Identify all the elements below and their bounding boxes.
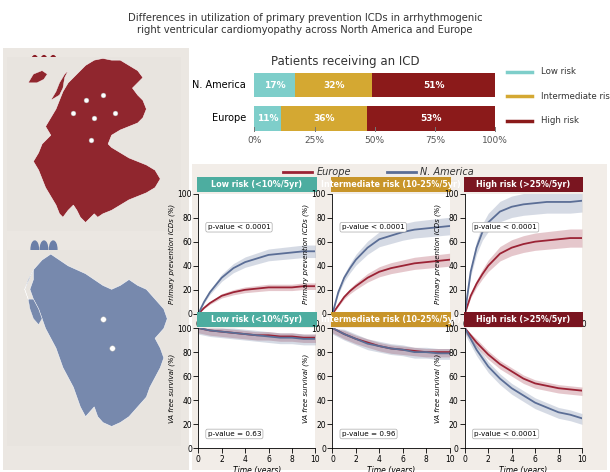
Text: High risk (>25%/5yr): High risk (>25%/5yr) [476,314,570,324]
Text: p-value < 0.0001: p-value < 0.0001 [474,224,537,230]
Text: 25%: 25% [304,136,325,145]
Y-axis label: Primary prevention ICDs (%): Primary prevention ICDs (%) [168,203,174,304]
Polygon shape [30,254,167,427]
Circle shape [31,241,38,258]
Polygon shape [28,71,48,83]
Text: 75%: 75% [425,136,445,145]
Ellipse shape [32,75,38,91]
Circle shape [40,56,48,72]
FancyBboxPatch shape [321,176,461,194]
Text: n = 725: n = 725 [81,70,126,81]
Circle shape [31,56,38,72]
FancyBboxPatch shape [454,310,593,328]
Text: High risk (>25%/5yr): High risk (>25%/5yr) [476,180,570,189]
Text: 32%: 32% [323,81,345,90]
Circle shape [40,241,48,258]
FancyBboxPatch shape [187,310,326,328]
Text: Europe: Europe [212,113,246,123]
Text: 36%: 36% [314,114,335,123]
Text: p-value = 0.96: p-value = 0.96 [342,431,395,437]
Y-axis label: VA free survival (%): VA free survival (%) [303,354,309,423]
Ellipse shape [50,260,56,276]
Y-axis label: Primary prevention ICDs (%): Primary prevention ICDs (%) [303,203,309,304]
Y-axis label: VA free survival (%): VA free survival (%) [435,354,441,423]
Text: Low risk: Low risk [540,67,576,76]
Text: 0%: 0% [247,136,262,145]
Text: Intermediate risk: Intermediate risk [540,92,610,101]
X-axis label: Time (years): Time (years) [232,466,281,472]
Text: Intermediate risk (10-25%/5yr): Intermediate risk (10-25%/5yr) [321,180,461,189]
Text: N. America: N. America [192,80,246,90]
Ellipse shape [50,75,56,91]
Text: p-value < 0.0001: p-value < 0.0001 [342,224,404,230]
FancyBboxPatch shape [295,73,372,97]
Y-axis label: Primary prevention ICDs (%): Primary prevention ICDs (%) [435,203,441,304]
Polygon shape [34,59,160,223]
Text: 50%: 50% [365,136,385,145]
FancyBboxPatch shape [5,55,183,233]
FancyBboxPatch shape [321,310,461,328]
Text: p-value < 0.0001: p-value < 0.0001 [474,431,537,437]
Text: Low risk (<10%/5yr): Low risk (<10%/5yr) [211,314,303,324]
FancyBboxPatch shape [5,248,183,448]
Text: 51%: 51% [423,81,444,90]
Ellipse shape [41,75,47,91]
Text: Patients receiving an ICD: Patients receiving an ICD [271,55,420,68]
X-axis label: Time (years): Time (years) [499,332,548,341]
Y-axis label: VA free survival (%): VA free survival (%) [168,354,174,423]
Polygon shape [51,71,68,100]
Ellipse shape [41,260,47,276]
FancyBboxPatch shape [187,176,326,194]
FancyBboxPatch shape [281,106,367,131]
FancyBboxPatch shape [254,73,295,97]
X-axis label: Time (years): Time (years) [367,332,415,341]
Text: n = 373: n = 373 [81,256,126,266]
FancyBboxPatch shape [0,2,610,46]
FancyBboxPatch shape [367,106,495,131]
Ellipse shape [32,260,38,276]
Text: N. America: N. America [420,167,474,177]
Text: 100%: 100% [482,136,508,145]
FancyBboxPatch shape [254,106,281,131]
FancyBboxPatch shape [188,161,610,472]
Text: High risk: High risk [540,116,578,125]
X-axis label: Time (years): Time (years) [367,466,415,472]
Text: Europe: Europe [317,167,351,177]
Circle shape [49,56,57,72]
FancyBboxPatch shape [0,40,193,472]
Text: Low risk (<10%/5yr): Low risk (<10%/5yr) [211,180,303,189]
Text: 53%: 53% [420,114,442,123]
Text: Intermediate risk (10-25%/5yr): Intermediate risk (10-25%/5yr) [321,314,461,324]
Text: 11%: 11% [257,114,278,123]
Text: p-value = 0.63: p-value = 0.63 [207,431,261,437]
Text: p-value < 0.0001: p-value < 0.0001 [207,224,270,230]
FancyBboxPatch shape [454,176,593,194]
X-axis label: Time (years): Time (years) [232,332,281,341]
Circle shape [49,241,57,258]
X-axis label: Time (years): Time (years) [499,466,548,472]
Polygon shape [24,270,42,325]
Text: Differences in utilization of primary prevention ICDs in arrhythmogenic
right ve: Differences in utilization of primary pr… [127,13,483,35]
FancyBboxPatch shape [372,73,495,97]
Text: 17%: 17% [264,81,285,90]
